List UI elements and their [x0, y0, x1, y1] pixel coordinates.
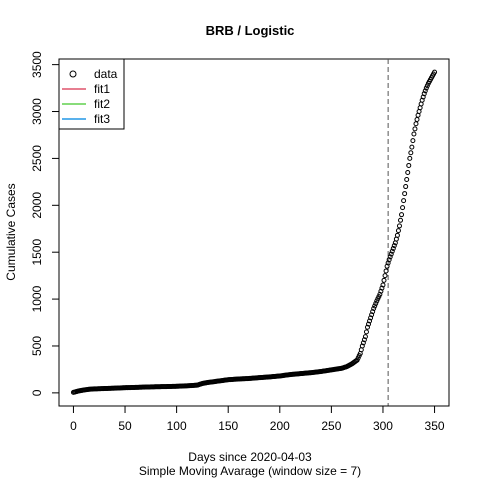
data-point: [432, 69, 438, 75]
data-point: [383, 268, 389, 274]
data-point: [412, 126, 418, 132]
data-point: [360, 340, 366, 346]
data-point: [369, 312, 375, 318]
x-tick-label: 350: [425, 419, 445, 433]
data-point: [386, 257, 392, 263]
data-point: [380, 282, 386, 288]
data-point: [377, 291, 383, 297]
data-point: [409, 144, 415, 150]
data-point: [414, 116, 420, 122]
legend-box: [58, 58, 125, 130]
data-points: [70, 69, 438, 395]
x-axis-sublabel: Simple Moving Avarage (window size = 7): [139, 464, 361, 478]
data-point: [382, 273, 388, 279]
data-point: [367, 318, 373, 324]
legend-marker-data: [69, 70, 77, 78]
data-point: [396, 223, 402, 229]
data-point: [381, 277, 387, 283]
chart-title: BRB / Logistic: [206, 23, 295, 38]
data-point: [404, 177, 410, 183]
data-point: [401, 198, 407, 204]
data-point: [368, 315, 374, 321]
data-point: [379, 285, 385, 291]
y-tick-label: 500: [30, 336, 44, 356]
data-point: [411, 131, 417, 137]
x-tick-label: 150: [218, 419, 238, 433]
data-point: [373, 300, 379, 306]
data-point: [422, 88, 428, 94]
plot-area: [58, 58, 450, 407]
data-point: [371, 305, 377, 311]
legend-label-fit1: fit1: [94, 82, 110, 96]
data-point: [423, 85, 429, 91]
y-tick-label: 0: [30, 389, 44, 396]
data-point: [389, 248, 395, 254]
data-point: [390, 245, 396, 251]
data-point: [364, 324, 370, 330]
y-tick-label: 1000: [30, 285, 44, 312]
x-tick-label: 250: [321, 419, 341, 433]
data-point: [391, 243, 397, 249]
data-point: [405, 169, 411, 175]
x-axis: 0 50 100 150 200 250 300 350: [70, 405, 445, 433]
data-point: [403, 184, 409, 190]
y-tick-label: 1500: [30, 239, 44, 266]
data-point: [400, 205, 406, 211]
y-tick-label: 2500: [30, 145, 44, 172]
data-point: [399, 212, 405, 218]
y-tick-label: 2000: [30, 192, 44, 219]
data-point: [407, 155, 413, 161]
data-point: [370, 309, 376, 315]
data-point: [359, 343, 365, 349]
data-point: [402, 191, 408, 197]
data-point: [362, 334, 368, 340]
data-point: [387, 254, 393, 260]
x-tick-label: 0: [70, 419, 77, 433]
x-tick-label: 50: [118, 419, 132, 433]
data-point: [388, 251, 394, 257]
data-point: [398, 217, 404, 223]
data-point: [372, 303, 378, 309]
data-point: [378, 288, 384, 294]
data-point: [361, 337, 367, 343]
legend-label-data: data: [94, 67, 118, 81]
data-point: [406, 162, 412, 168]
legend-label-fit2: fit2: [94, 97, 110, 111]
data-point: [424, 83, 430, 89]
data-point: [421, 91, 427, 97]
data-point: [366, 321, 372, 327]
x-tick-label: 300: [373, 419, 393, 433]
y-axis: 0 500 1000 1500 2000 2500 3000 3500: [30, 51, 60, 396]
y-tick-label: 3000: [30, 98, 44, 125]
data-point: [394, 232, 400, 238]
legend-label-fit3: fit3: [94, 112, 110, 126]
data-point: [410, 138, 416, 144]
data-point: [408, 150, 414, 156]
y-axis-label: Cumulative Cases: [4, 183, 18, 280]
x-axis-label: Days since 2020-04-03: [188, 450, 312, 464]
x-tick-label: 200: [270, 419, 290, 433]
x-tick-label: 100: [167, 419, 187, 433]
data-point: [413, 121, 419, 127]
data-point: [363, 329, 369, 335]
y-tick-label: 3500: [30, 51, 44, 78]
data-point: [395, 228, 401, 234]
